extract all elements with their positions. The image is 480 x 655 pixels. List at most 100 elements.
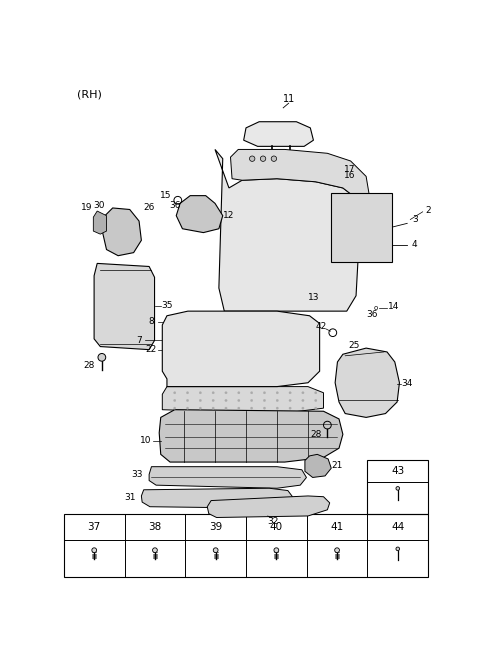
Circle shape	[238, 400, 240, 402]
Text: 8: 8	[149, 318, 155, 326]
Circle shape	[396, 547, 399, 551]
Circle shape	[289, 392, 291, 394]
Text: 35: 35	[161, 301, 173, 310]
Text: 37: 37	[88, 522, 101, 532]
Circle shape	[251, 392, 253, 394]
Circle shape	[212, 400, 215, 402]
Circle shape	[276, 407, 278, 409]
Text: 31: 31	[124, 493, 135, 502]
Text: 38: 38	[148, 522, 162, 532]
Circle shape	[314, 400, 317, 402]
Circle shape	[199, 400, 202, 402]
Circle shape	[174, 392, 176, 394]
Circle shape	[302, 407, 304, 409]
Circle shape	[98, 354, 106, 361]
Text: 4: 4	[412, 240, 418, 249]
Circle shape	[186, 392, 189, 394]
Polygon shape	[176, 196, 223, 233]
Text: 32: 32	[267, 517, 279, 526]
Bar	[331, 193, 392, 262]
Circle shape	[335, 548, 339, 553]
Circle shape	[264, 392, 265, 394]
Polygon shape	[142, 488, 292, 508]
Text: 28: 28	[84, 360, 95, 369]
Text: 11: 11	[283, 94, 295, 103]
Circle shape	[238, 392, 240, 394]
Circle shape	[251, 407, 253, 409]
Circle shape	[264, 407, 265, 409]
Text: 40: 40	[270, 522, 283, 532]
Circle shape	[174, 407, 176, 409]
Circle shape	[274, 548, 279, 553]
Circle shape	[302, 392, 304, 394]
Text: 26: 26	[144, 204, 155, 212]
Text: 30: 30	[93, 201, 105, 210]
Circle shape	[260, 156, 266, 161]
Circle shape	[396, 487, 399, 490]
Circle shape	[212, 392, 215, 394]
Circle shape	[213, 548, 218, 553]
Circle shape	[302, 400, 304, 402]
Circle shape	[264, 400, 265, 402]
Circle shape	[276, 392, 278, 394]
Polygon shape	[94, 263, 155, 350]
Text: 21: 21	[332, 460, 343, 470]
Text: 17: 17	[344, 165, 356, 174]
Polygon shape	[305, 455, 331, 477]
Polygon shape	[162, 311, 320, 386]
Text: 3: 3	[412, 215, 418, 224]
Circle shape	[199, 407, 202, 409]
Circle shape	[276, 400, 278, 402]
Circle shape	[186, 407, 189, 409]
Text: 14: 14	[387, 302, 399, 311]
Text: 22: 22	[146, 345, 157, 354]
Circle shape	[186, 400, 189, 402]
Polygon shape	[93, 211, 107, 234]
Text: 12: 12	[223, 211, 235, 220]
Polygon shape	[162, 386, 324, 413]
Circle shape	[225, 392, 227, 394]
Polygon shape	[244, 122, 313, 146]
Bar	[64, 514, 428, 577]
Circle shape	[289, 400, 291, 402]
Text: 44: 44	[391, 522, 404, 532]
Circle shape	[289, 407, 291, 409]
Circle shape	[92, 548, 96, 553]
Polygon shape	[230, 149, 370, 211]
Text: 43: 43	[391, 466, 404, 476]
Text: 33: 33	[132, 470, 143, 479]
Circle shape	[225, 400, 227, 402]
Text: 15: 15	[160, 191, 171, 200]
Circle shape	[251, 400, 253, 402]
Text: (RH): (RH)	[77, 89, 102, 100]
Circle shape	[314, 407, 317, 409]
Circle shape	[314, 392, 317, 394]
Text: 36: 36	[169, 201, 180, 210]
Text: 36: 36	[366, 310, 377, 320]
Text: 19: 19	[81, 204, 92, 212]
Text: 42: 42	[315, 322, 327, 331]
Polygon shape	[103, 208, 142, 255]
Polygon shape	[159, 409, 343, 462]
Text: 28: 28	[310, 430, 322, 439]
Circle shape	[199, 392, 202, 394]
Text: 25: 25	[349, 341, 360, 350]
Circle shape	[238, 407, 240, 409]
Text: 39: 39	[209, 522, 222, 532]
Text: 34: 34	[401, 379, 413, 388]
Polygon shape	[149, 466, 306, 488]
Bar	[367, 460, 428, 514]
Text: 2: 2	[426, 206, 432, 215]
Circle shape	[212, 407, 215, 409]
Text: 10: 10	[140, 436, 151, 445]
Polygon shape	[207, 496, 330, 517]
Text: 41: 41	[330, 522, 344, 532]
Circle shape	[250, 156, 255, 161]
Circle shape	[225, 407, 227, 409]
Text: o: o	[374, 305, 378, 311]
Circle shape	[174, 400, 176, 402]
Text: 13: 13	[309, 293, 320, 302]
Circle shape	[153, 548, 157, 553]
Circle shape	[271, 156, 276, 161]
Polygon shape	[335, 348, 399, 417]
